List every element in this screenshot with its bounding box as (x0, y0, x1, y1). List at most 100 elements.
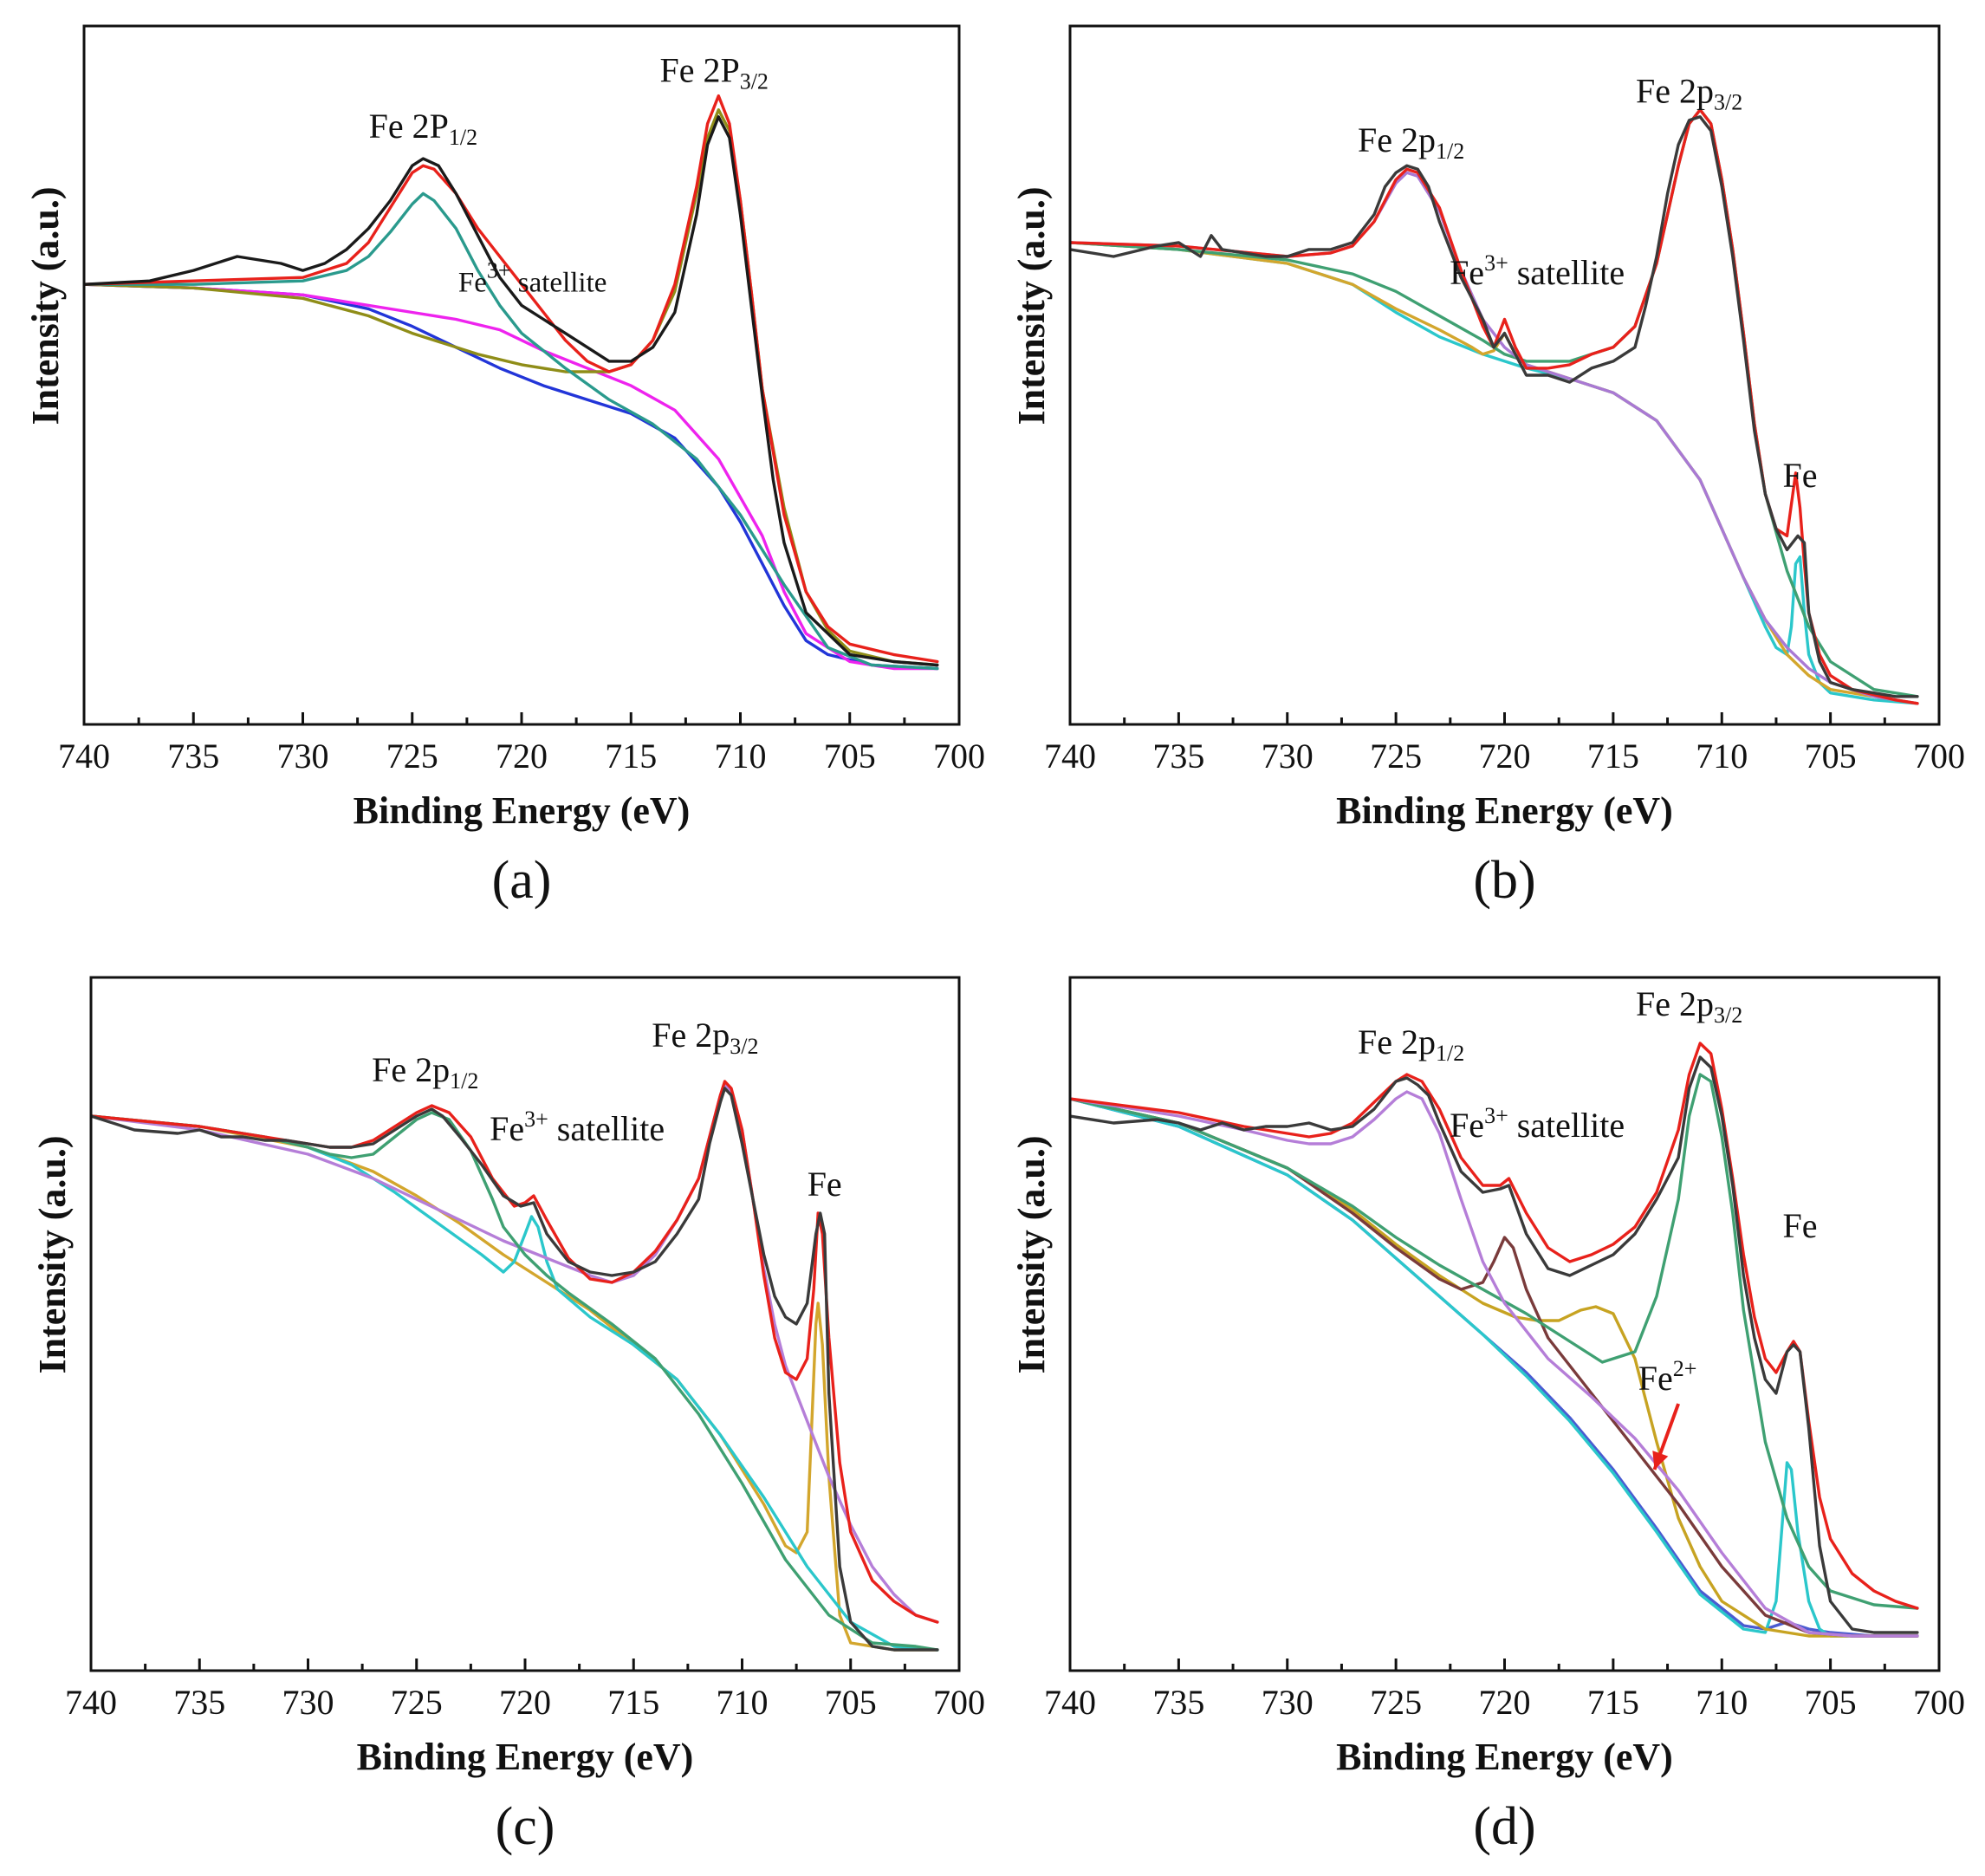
plot-area (91, 1080, 939, 1652)
annotation-base: Fe (1450, 253, 1484, 292)
annotation-peak: Fe 2p1/2 (372, 1050, 478, 1094)
series-raw (1070, 115, 1919, 698)
x-tick-label: 715 (605, 737, 657, 776)
x-tick-label: 725 (1370, 737, 1422, 776)
x-tick-label: 715 (1587, 737, 1639, 776)
x-tick-label: 710 (1696, 1683, 1748, 1722)
x-tick-label: 730 (1262, 1683, 1314, 1722)
annotation-peak: Fe 2p3/2 (652, 1016, 758, 1059)
series-fit-envelope (1070, 108, 1919, 705)
plot-area (1070, 108, 1919, 705)
y-axis-title: Intensity (a.u.) (31, 1135, 74, 1373)
annotation-satellite: Fe3+ satellite (490, 1107, 665, 1148)
annotation-tail: satellite (511, 267, 607, 298)
annotation-tail: satellite (1508, 253, 1625, 292)
x-tick-label: 705 (824, 737, 876, 776)
x-tick-label: 720 (499, 1683, 551, 1722)
annotation-label: Fe (1783, 456, 1818, 495)
series-fe-2p1-2-component (84, 191, 939, 671)
annotation-base: Fe (1638, 1359, 1673, 1398)
annotation-subscript: 3/2 (1714, 1003, 1742, 1028)
annotation-superscript: 2+ (1673, 1356, 1697, 1381)
annotation-label: Fe (1783, 1206, 1818, 1245)
annotation-subscript: 3/2 (730, 1034, 758, 1059)
x-tick-label: 740 (1044, 737, 1096, 776)
plot-area (1070, 1042, 1919, 1638)
annotation-superscript: 3+ (1484, 250, 1508, 276)
x-tick-label: 700 (933, 1683, 985, 1722)
fe2-arrow-head (1652, 1451, 1669, 1470)
annotation-base: Fe (1450, 1106, 1484, 1145)
panel-label: (d) (1473, 1797, 1535, 1856)
x-tick-label: 735 (167, 737, 219, 776)
x-tick-label: 700 (1913, 1683, 1965, 1722)
x-tick-label: 705 (1805, 1683, 1857, 1722)
series-fe-2p1-2-component (1070, 1090, 1919, 1638)
series-raw (1070, 1055, 1919, 1634)
annotation-base: Fe 2p (1636, 984, 1714, 1023)
series-fe2-component (1070, 1097, 1919, 1638)
x-tick-label: 720 (1479, 1683, 1531, 1722)
annotation-tail: satellite (548, 1109, 665, 1148)
series-fe-2p1-2-component (91, 1111, 939, 1652)
series-satellite-component (91, 1114, 939, 1652)
annotation-peak: Fe 2p3/2 (1636, 984, 1742, 1028)
annotation-superscript: 3+ (524, 1107, 548, 1132)
annotation-superscript: 3+ (487, 257, 511, 282)
annotation-peak: Fe 2p3/2 (1636, 72, 1742, 115)
annotation-base: Fe 2p (652, 1016, 730, 1055)
annotation-subscript: 3/2 (740, 68, 769, 94)
chart-panel-c: 740 735 730 725 720 715 710 705 700 Binding Energ… (31, 976, 985, 1856)
series-satellite-component (84, 282, 939, 671)
annotation-peak: Fe 2p1/2 (1358, 1022, 1464, 1066)
annotation-superscript: 3+ (1484, 1103, 1508, 1128)
annotation-satellite: Fe3+ satellite (1450, 1103, 1625, 1145)
x-tick-label: 730 (282, 1683, 334, 1722)
series-fit-envelope (91, 1080, 939, 1624)
x-tick-label: 740 (1044, 1683, 1096, 1722)
x-tick-label: 735 (1152, 737, 1204, 776)
annotation-satellite: Fe3+ satellite (1450, 250, 1625, 292)
annotation-ion: Fe2+ (1638, 1356, 1697, 1398)
annotation-tail: satellite (1508, 1106, 1625, 1145)
annotation-satellite: Fe3+ satellite (458, 257, 607, 298)
x-tick-label: 725 (386, 737, 438, 776)
annotation-base: Fe 2p (1636, 72, 1714, 111)
x-tick-label: 735 (1152, 1683, 1204, 1722)
annotation-subscript: 1/2 (450, 1068, 478, 1094)
panel-label: (c) (496, 1797, 555, 1856)
plot-area (84, 94, 939, 671)
chart-panel-a: 740 735 730 725 720 715 710 705 700 Binding Energ… (24, 24, 985, 910)
x-tick-label: 730 (1262, 737, 1314, 776)
x-tick-label: 715 (1587, 1683, 1639, 1722)
chart-panel-b: 740 735 730 725 720 715 710 705 700 Binding Energ… (1010, 24, 1965, 910)
annotation-subscript: 3/2 (1714, 90, 1742, 115)
x-tick-label: 710 (715, 737, 767, 776)
x-tick-label: 720 (496, 737, 548, 776)
x-axis-title: Binding Energy (eV) (354, 789, 691, 832)
series-satellite-component (1070, 1097, 1919, 1638)
series-fe-2p3-2-component (1070, 1073, 1919, 1610)
x-tick-label: 700 (1913, 737, 1965, 776)
annotation-peak: Fe 2P1/2 (369, 107, 477, 150)
x-tick-label: 705 (1805, 737, 1857, 776)
annotation-subscript: 1/2 (1436, 139, 1464, 164)
x-tick-label: 705 (825, 1683, 877, 1722)
annotation-peak: Fe 2P3/2 (659, 50, 768, 94)
y-axis-title: Intensity (a.u.) (1010, 186, 1053, 425)
x-axis-title: Binding Energy (eV) (357, 1736, 694, 1778)
annotation-peak: Fe 2p1/2 (1358, 120, 1464, 164)
x-tick-label: 735 (173, 1683, 225, 1722)
y-axis-title: Intensity (a.u.) (24, 186, 67, 425)
series-raw (84, 115, 939, 667)
annotation-base: Fe 2P (369, 107, 449, 146)
x-tick-label: 715 (607, 1683, 659, 1722)
series-raw (91, 1087, 939, 1652)
panel-label: (b) (1473, 851, 1535, 910)
chart-panel-d: 740 735 730 725 720 715 710 705 700 Binding Energ… (1010, 976, 1965, 1856)
x-axis-title: Binding Energy (eV) (1336, 789, 1673, 832)
x-tick-label: 725 (1370, 1683, 1422, 1722)
x-tick-label: 725 (391, 1683, 443, 1722)
